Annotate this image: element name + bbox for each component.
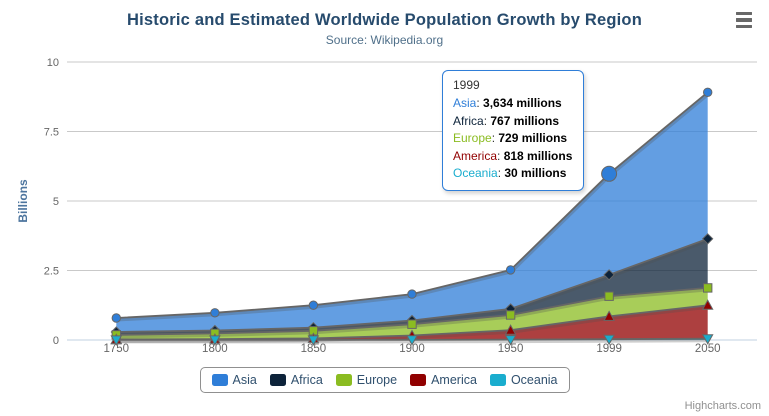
tooltip-row-oceania: Oceania: 30 millions	[453, 166, 567, 180]
marker-asia-1750[interactable]	[111, 313, 122, 323]
legend-item-africa[interactable]: Africa	[269, 373, 323, 387]
area-series-america[interactable]	[116, 305, 708, 340]
x-axis-label: 1750	[103, 343, 129, 355]
menu-bar	[736, 24, 752, 28]
y-axis-label: 7.5	[44, 127, 59, 139]
x-axis-label: 2050	[695, 343, 721, 355]
x-axis-label: 1950	[498, 343, 524, 355]
y-axis-title: Billions	[16, 179, 30, 223]
legend-label: Europe	[356, 373, 398, 387]
chart-subtitle: Source: Wikipedia.org	[325, 33, 444, 47]
legend-swatch	[410, 374, 427, 386]
legend: Asia Africa Europe America Oceania	[0, 367, 769, 393]
marker-oceania-2050[interactable]	[701, 334, 714, 345]
legend-swatch	[211, 374, 228, 386]
legend-swatch	[335, 374, 352, 386]
x-axis-label: 1999	[596, 343, 622, 355]
y-axis-label: 5	[53, 196, 59, 208]
legend-swatch	[269, 374, 286, 386]
marker-america-1950[interactable]	[504, 324, 517, 335]
x-axis-label: 1900	[399, 343, 425, 355]
y-axis-label: 2.5	[44, 266, 59, 278]
x-axis-label: 1850	[301, 343, 327, 355]
area-series-africa[interactable]	[116, 238, 708, 335]
marker-asia-2050[interactable]	[703, 87, 713, 98]
marker-oceania-1999[interactable]	[603, 334, 615, 346]
marker-america-2050[interactable]	[701, 299, 714, 310]
marker-europe-1950[interactable]	[505, 310, 516, 320]
marker-oceania-1850[interactable]	[307, 335, 320, 346]
marker-asia-1850[interactable]	[308, 300, 319, 310]
legend-label: Africa	[290, 373, 323, 387]
marker-asia-1999[interactable]	[601, 165, 618, 182]
marker-europe-2050[interactable]	[703, 283, 713, 293]
marker-oceania-1800[interactable]	[209, 335, 221, 346]
legend-box: Asia Africa Europe America Oceania	[199, 367, 570, 393]
legend-item-europe[interactable]: Europe	[335, 373, 398, 387]
legend-item-asia[interactable]: Asia	[211, 373, 257, 387]
marker-asia-1950[interactable]	[505, 265, 516, 275]
menu-bar	[736, 12, 752, 16]
legend-swatch	[489, 374, 506, 386]
marker-oceania-1900[interactable]	[406, 335, 418, 346]
marker-asia-1900[interactable]	[407, 289, 417, 299]
legend-label: Asia	[232, 373, 257, 387]
area-series-asia[interactable]	[116, 92, 708, 332]
legend-label: America	[431, 373, 477, 387]
tooltip-row-africa: Africa: 767 millions	[453, 113, 560, 128]
legend-label: Oceania	[510, 373, 558, 387]
marker-africa-1999[interactable]	[603, 269, 615, 281]
marker-oceania-1750[interactable]	[110, 335, 123, 346]
tooltip: 1999 Asia: 3,634 millions Africa: 767 mill…	[442, 70, 585, 191]
x-axis-label: 1800	[202, 343, 228, 355]
credits-link[interactable]: Highcharts.com	[684, 400, 761, 412]
hamburger-menu-icon[interactable]	[736, 11, 752, 29]
marker-oceania-1950[interactable]	[504, 335, 517, 346]
marker-europe-1900[interactable]	[407, 319, 417, 329]
marker-africa-2050[interactable]	[701, 233, 714, 245]
chart-title: Historic and Estimated Worldwide Populat…	[127, 11, 642, 29]
tooltip-header: 1999	[453, 78, 480, 92]
marker-america-1999[interactable]	[603, 310, 615, 321]
tooltip-row-asia: Asia: 3,634 millions	[453, 96, 562, 110]
y-axis-label: 10	[47, 57, 59, 69]
marker-asia-1800[interactable]	[210, 308, 220, 318]
menu-bar	[736, 18, 752, 22]
marker-europe-1999[interactable]	[604, 291, 614, 301]
y-axis-label: 0	[53, 335, 59, 347]
legend-item-oceania[interactable]: Oceania	[489, 373, 558, 387]
legend-item-america[interactable]: America	[410, 373, 477, 387]
tooltip-row-america: America: 818 millions	[453, 148, 573, 163]
tooltip-row-europe: Europe: 729 millions	[453, 131, 568, 145]
